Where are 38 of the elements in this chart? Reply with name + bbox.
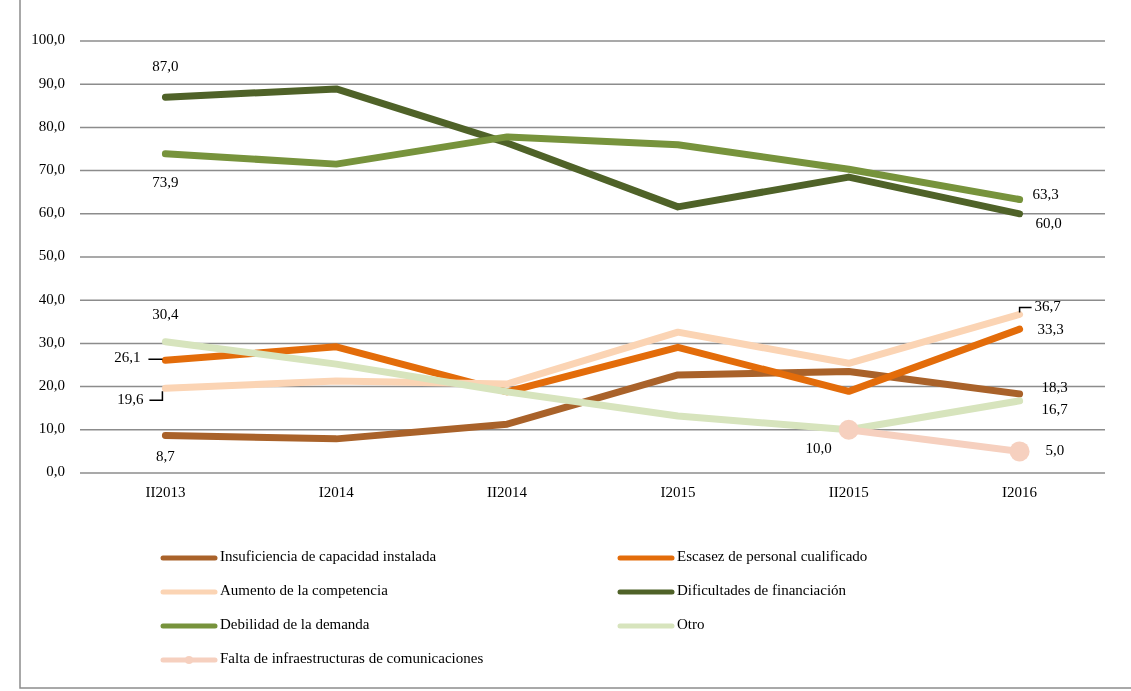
legend-label: Aumento de la competencia xyxy=(220,582,389,599)
data-label: 16,7 xyxy=(1041,401,1069,418)
data-label: 5,0 xyxy=(1045,441,1065,458)
y-tick-label: 30,0 xyxy=(38,333,65,350)
legend-label: Insuficiencia de capacidad instalada xyxy=(220,548,437,565)
y-tick-label: 70,0 xyxy=(38,161,65,178)
data-label: 36,7 xyxy=(1034,297,1062,314)
x-tick-label: I2016 xyxy=(1002,484,1038,501)
x-tick-label: II2014 xyxy=(487,484,528,501)
x-tick-label: I2014 xyxy=(318,484,355,501)
data-label: 33,3 xyxy=(1037,320,1064,337)
y-tick-label: 100,0 xyxy=(31,31,65,48)
y-tick-label: 10,0 xyxy=(38,420,65,437)
x-tick-label: II2013 xyxy=(145,484,186,501)
legend-label: Falta de infraestructuras de comunicaciones xyxy=(220,650,484,667)
legend-label: Otro xyxy=(677,616,705,633)
y-tick-label: 80,0 xyxy=(38,117,65,134)
data-label: 10,0 xyxy=(805,440,832,457)
y-tick-label: 0,0 xyxy=(46,463,65,480)
data-label: 60,0 xyxy=(1035,215,1062,232)
data-label: 30,4 xyxy=(152,306,180,323)
data-label: 87,0 xyxy=(152,57,179,74)
data-label: 8,7 xyxy=(156,447,176,464)
legend-label: Dificultades de financiación xyxy=(677,582,847,599)
data-label: 19,6 xyxy=(117,390,144,407)
x-tick-label: I2015 xyxy=(660,484,696,501)
y-tick-label: 50,0 xyxy=(38,247,65,264)
y-tick-label: 90,0 xyxy=(38,74,65,91)
legend-label: Debilidad de la demanda xyxy=(220,616,370,633)
legend-label: Escasez de personal cualificado xyxy=(677,548,868,565)
data-label: 18,3 xyxy=(1041,379,1068,396)
data-label: 26,1 xyxy=(114,348,141,365)
y-tick-label: 20,0 xyxy=(38,377,65,394)
y-tick-label: 60,0 xyxy=(38,204,65,221)
data-label: 73,9 xyxy=(152,174,179,191)
x-tick-label: II2015 xyxy=(828,484,869,501)
data-label: 63,3 xyxy=(1032,185,1059,202)
y-tick-label: 40,0 xyxy=(38,290,65,307)
